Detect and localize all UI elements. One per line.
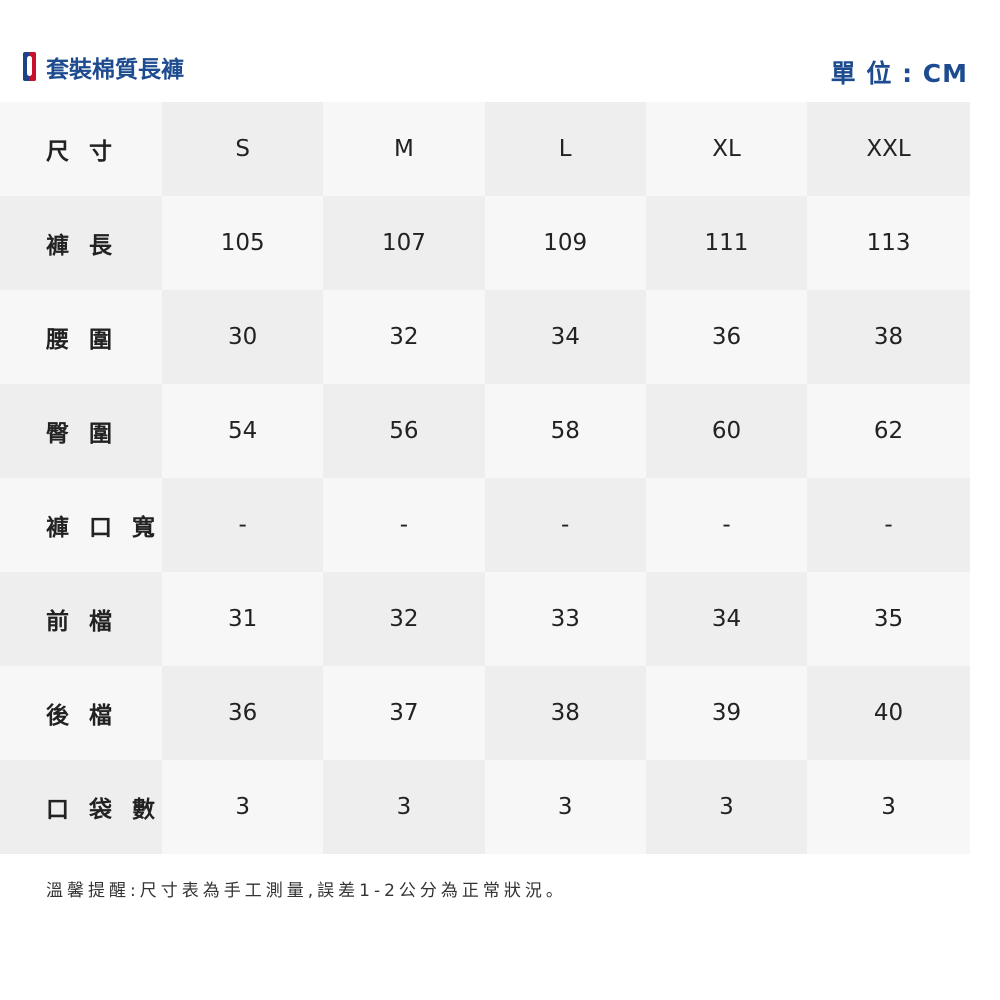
unit-label: 單 位 : CM [830, 59, 968, 88]
size-header: L [484, 102, 646, 196]
table-cell: 105 [162, 196, 324, 290]
size-table: 尺 寸 S M L XL XXL 褲 長 105 107 109 111 113 腰 圍 30 32 34 36… [0, 102, 970, 854]
table-row: 褲 口 寬----- [0, 478, 970, 572]
note-text: 溫馨提醒:尺寸表為手工測量,誤差1-2公分為正常狀況。 [46, 881, 567, 901]
row-label: 褲 長 [0, 196, 162, 290]
table-cell: 113 [807, 196, 970, 290]
table-cell: 111 [645, 196, 808, 290]
table-cell: 60 [645, 384, 808, 478]
size-header: XXL [807, 102, 970, 196]
table-cell: - [323, 478, 485, 572]
table-cell: 3 [484, 760, 646, 854]
table-cell: 3 [162, 760, 324, 854]
row-label: 前 檔 [0, 572, 162, 666]
header-row: 尺 寸 S M L XL XXL [0, 102, 970, 196]
table-row: 後 檔 36 37 38 39 40 [0, 666, 970, 760]
table-cell: 37 [323, 666, 485, 760]
table-cell: 3 [645, 760, 808, 854]
table-cell: 38 [807, 290, 970, 384]
page-title: 套裝棉質長褲 [46, 57, 184, 83]
table-cell: 34 [645, 572, 808, 666]
table-row: 褲 長 105 107 109 111 113 [0, 196, 970, 290]
table-cell: 34 [484, 290, 646, 384]
row-label: 後 檔 [0, 666, 162, 760]
table-cell: - [484, 478, 646, 572]
row-label: 褲 口 寬 [0, 478, 162, 572]
table-cell: 58 [484, 384, 646, 478]
table-cell: 54 [162, 384, 324, 478]
size-header: S [162, 102, 324, 196]
table-cell: 62 [807, 384, 970, 478]
table-cell: - [162, 478, 324, 572]
table-cell: 107 [323, 196, 485, 290]
row-label: 尺 寸 [0, 102, 162, 196]
table-cell: 35 [807, 572, 970, 666]
table-cell: 33 [484, 572, 646, 666]
table-cell: 3 [323, 760, 485, 854]
table-cell: 56 [323, 384, 485, 478]
table-cell: 32 [323, 290, 485, 384]
row-label: 腰 圍 [0, 290, 162, 384]
size-header: XL [645, 102, 808, 196]
table-cell: - [807, 478, 970, 572]
table-cell: - [645, 478, 808, 572]
nba-logo-icon [23, 52, 36, 81]
table-cell: 109 [484, 196, 646, 290]
table-row: 腰 圍 30 32 34 36 38 [0, 290, 970, 384]
table-cell: 36 [162, 666, 324, 760]
row-label: 臀 圍 [0, 384, 162, 478]
table-cell: 36 [645, 290, 808, 384]
table-cell: 32 [323, 572, 485, 666]
table-cell: 30 [162, 290, 324, 384]
row-label: 口 袋 數 [0, 760, 162, 854]
table-row: 前 檔 31 32 33 34 35 [0, 572, 970, 666]
table-cell: 38 [484, 666, 646, 760]
table-cell: 31 [162, 572, 324, 666]
size-header: M [323, 102, 485, 196]
table-cell: 40 [807, 666, 970, 760]
table-cell: 39 [645, 666, 808, 760]
table-row: 臀 圍 54 56 58 60 62 [0, 384, 970, 478]
table-cell: 3 [807, 760, 970, 854]
